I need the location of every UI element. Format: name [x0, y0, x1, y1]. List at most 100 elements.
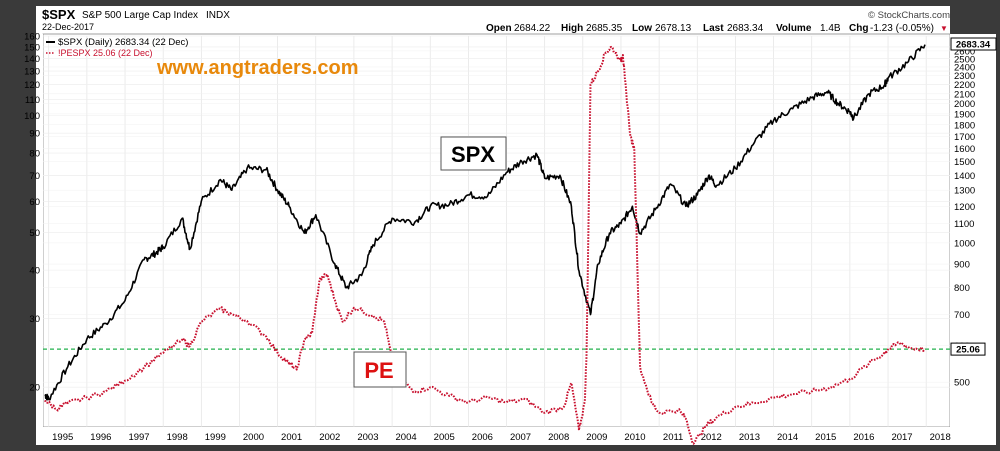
- right-tick-800: 800: [954, 283, 970, 294]
- x-tick-1995: 1995: [52, 432, 73, 443]
- right-tick-700: 700: [954, 310, 970, 321]
- x-tick-2011: 2011: [663, 432, 683, 443]
- right-axis-panel: [950, 34, 996, 427]
- x-tick-2008: 2008: [548, 432, 569, 443]
- x-tick-1997: 1997: [128, 432, 149, 443]
- right-tick-1300: 1300: [954, 186, 975, 197]
- left-tick-50: 50: [29, 228, 40, 239]
- right-tick-1900: 1900: [954, 109, 975, 120]
- right-tick-900: 900: [954, 260, 970, 271]
- right-tick-1700: 1700: [954, 132, 975, 143]
- chg-down-icon: ▼: [940, 24, 948, 33]
- last-value-tag: 2683.34: [950, 37, 997, 51]
- x-tick-2009: 2009: [586, 432, 607, 443]
- left-tick-80: 80: [29, 149, 40, 160]
- x-tick-2017: 2017: [891, 432, 912, 443]
- x-tick-2018: 2018: [930, 432, 951, 443]
- right-tick-2500: 2500: [954, 54, 975, 65]
- x-tick-2015: 2015: [815, 432, 836, 443]
- stockcharts-watermark: © StockCharts.com: [868, 10, 950, 21]
- left-axis-panel: [36, 34, 43, 427]
- chart-date: 22-Dec-2017: [42, 22, 94, 32]
- spx-series-line: [44, 44, 926, 401]
- left-tick-60: 60: [29, 197, 40, 208]
- spx-label-box: SPX: [440, 136, 507, 171]
- right-tick-2000: 2000: [954, 99, 975, 110]
- pe-series-line: [44, 45, 926, 445]
- last-value-tag-bg: [950, 37, 997, 51]
- last-value: 2683.34: [727, 23, 764, 34]
- volume-label: Volume: [776, 23, 812, 34]
- open-label: Open: [486, 23, 512, 34]
- open-value: 2684.22: [514, 23, 551, 34]
- grid-lines: [43, 35, 950, 427]
- high-value: 2685.35: [586, 23, 623, 34]
- x-tick-2006: 2006: [472, 432, 493, 443]
- legend-pe-label: !PESPX 25.06 (22 Dec): [58, 48, 153, 58]
- exchange-label: INDX: [206, 10, 230, 21]
- legend: $SPX (Daily) 2683.34 (22 Dec) !PESPX 25.…: [46, 37, 188, 58]
- pe-label-bg: [353, 351, 407, 388]
- x-tick-1998: 1998: [167, 432, 188, 443]
- x-tick-1996: 1996: [90, 432, 111, 443]
- right-tick-2600: 2600: [954, 46, 975, 57]
- right-tick-1100: 1100: [954, 219, 974, 230]
- x-tick-2013: 2013: [739, 432, 760, 443]
- legend-spx-label: $SPX (Daily) 2683.34 (22 Dec): [58, 37, 188, 48]
- right-tick-2100: 2100: [954, 89, 975, 100]
- chg-label: Chg: [849, 23, 868, 34]
- left-tick-90: 90: [29, 129, 40, 140]
- last-value-tag-text: 2683.34: [956, 40, 991, 51]
- x-tick-2001: 2001: [281, 432, 302, 443]
- x-tick-2005: 2005: [434, 432, 455, 443]
- chg-value: -1.23 (-0.05%): [870, 23, 934, 34]
- left-tick-100: 100: [24, 111, 40, 122]
- right-tick-1000: 1000: [954, 238, 975, 249]
- right-tick-1800: 1800: [954, 120, 975, 131]
- right-tick-2200: 2200: [954, 80, 975, 91]
- x-tick-2000: 2000: [243, 432, 264, 443]
- high-label: High: [561, 23, 583, 34]
- left-tick-40: 40: [29, 266, 40, 277]
- x-tick-2014: 2014: [777, 432, 798, 443]
- pe-level-tag: 25.06: [950, 342, 986, 356]
- x-tick-2004: 2004: [396, 432, 417, 443]
- right-tick-1200: 1200: [954, 202, 975, 213]
- right-axis: 5006007008009001000110012001300140015001…: [954, 46, 975, 388]
- x-tick-2010: 2010: [624, 432, 645, 443]
- spx-label: SPX: [451, 142, 495, 167]
- left-tick-130: 130: [24, 67, 40, 78]
- website-annotation: www.angtraders.com: [156, 57, 359, 79]
- left-tick-150: 150: [24, 42, 40, 53]
- right-tick-1400: 1400: [954, 171, 975, 182]
- volume-value: 1.4B: [820, 23, 841, 34]
- left-tick-120: 120: [24, 80, 40, 91]
- right-tick-1500: 1500: [954, 157, 975, 168]
- low-value: 2678.13: [655, 23, 692, 34]
- x-axis: 1995 1996 1997 1998 1999 2000 2001 2002 2003 2004…: [52, 432, 951, 443]
- bottom-axis-panel: [36, 427, 996, 445]
- x-tick-2002: 2002: [319, 432, 340, 443]
- left-tick-20: 20: [29, 383, 40, 394]
- right-tick-2300: 2300: [954, 71, 975, 82]
- pe-label: PE: [364, 358, 393, 383]
- left-tick-140: 140: [24, 54, 40, 65]
- plot-area: [42, 33, 951, 428]
- x-tick-2007: 2007: [510, 432, 531, 443]
- x-tick-2012: 2012: [701, 432, 722, 443]
- last-label: Last: [703, 23, 724, 34]
- spx-label-bg: [440, 136, 507, 171]
- pe-level-tag-text: 25.06: [956, 345, 980, 356]
- right-tick-500: 500: [954, 378, 970, 389]
- left-tick-70: 70: [29, 171, 40, 182]
- left-tick-110: 110: [25, 95, 40, 106]
- x-tick-1999: 1999: [205, 432, 226, 443]
- right-tick-2400: 2400: [954, 62, 975, 73]
- x-tick-2016: 2016: [853, 432, 874, 443]
- left-tick-160: 160: [24, 32, 40, 43]
- index-name: S&P 500 Large Cap Index: [82, 10, 198, 21]
- pe-level-tag-bg: [950, 342, 986, 356]
- x-tick-2003: 2003: [357, 432, 378, 443]
